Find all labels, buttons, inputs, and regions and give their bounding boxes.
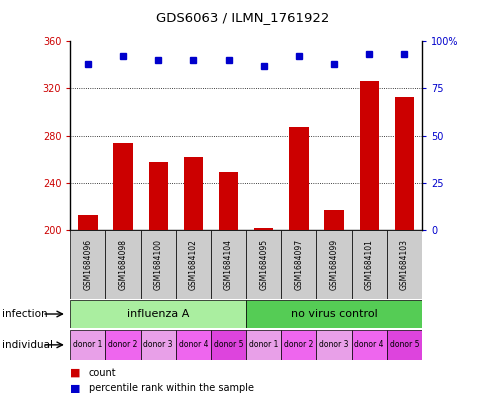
Bar <box>140 230 175 299</box>
Text: GDS6063 / ILMN_1761922: GDS6063 / ILMN_1761922 <box>155 11 329 24</box>
Text: donor 3: donor 3 <box>143 340 173 349</box>
Text: donor 2: donor 2 <box>108 340 137 349</box>
Bar <box>70 300 245 328</box>
Bar <box>175 230 211 299</box>
Text: donor 3: donor 3 <box>318 340 348 349</box>
Text: GSM1684103: GSM1684103 <box>399 239 408 290</box>
Text: count: count <box>89 367 116 378</box>
Bar <box>288 127 308 230</box>
Bar <box>175 330 211 360</box>
Bar <box>245 330 281 360</box>
Text: donor 5: donor 5 <box>213 340 243 349</box>
Text: donor 2: donor 2 <box>284 340 313 349</box>
Text: GSM1684097: GSM1684097 <box>294 239 303 290</box>
Text: GSM1684099: GSM1684099 <box>329 239 338 290</box>
Text: GSM1684101: GSM1684101 <box>364 239 373 290</box>
Text: donor 1: donor 1 <box>73 340 103 349</box>
Bar <box>386 230 421 299</box>
Text: GSM1684096: GSM1684096 <box>83 239 92 290</box>
Text: infection: infection <box>2 309 48 319</box>
Bar <box>218 172 238 230</box>
Text: GSM1684102: GSM1684102 <box>188 239 197 290</box>
Bar <box>324 210 343 230</box>
Bar <box>211 330 245 360</box>
Bar <box>70 330 105 360</box>
Bar <box>140 330 175 360</box>
Bar <box>254 228 273 230</box>
Text: GSM1684104: GSM1684104 <box>224 239 233 290</box>
Bar <box>113 143 133 230</box>
Text: GSM1684098: GSM1684098 <box>118 239 127 290</box>
Bar <box>281 230 316 299</box>
Bar <box>316 230 351 299</box>
Bar <box>394 97 413 230</box>
Bar <box>148 162 167 230</box>
Bar <box>359 81 378 230</box>
Text: individual: individual <box>2 340 53 350</box>
Text: ■: ■ <box>70 367 81 378</box>
Text: ■: ■ <box>70 383 81 393</box>
Bar <box>105 330 140 360</box>
Bar <box>351 230 386 299</box>
Bar <box>245 230 281 299</box>
Text: donor 5: donor 5 <box>389 340 418 349</box>
Bar <box>351 330 386 360</box>
Bar <box>316 330 351 360</box>
Text: donor 4: donor 4 <box>178 340 208 349</box>
Text: influenza A: influenza A <box>127 309 189 319</box>
Bar <box>105 230 140 299</box>
Text: GSM1684100: GSM1684100 <box>153 239 163 290</box>
Text: GSM1684095: GSM1684095 <box>258 239 268 290</box>
Bar <box>211 230 245 299</box>
Bar <box>245 300 421 328</box>
Bar <box>78 215 97 230</box>
Text: donor 1: donor 1 <box>248 340 278 349</box>
Bar <box>183 157 203 230</box>
Bar <box>281 330 316 360</box>
Text: donor 4: donor 4 <box>354 340 383 349</box>
Text: percentile rank within the sample: percentile rank within the sample <box>89 383 253 393</box>
Text: no virus control: no virus control <box>290 309 377 319</box>
Bar <box>386 330 421 360</box>
Bar <box>70 230 105 299</box>
